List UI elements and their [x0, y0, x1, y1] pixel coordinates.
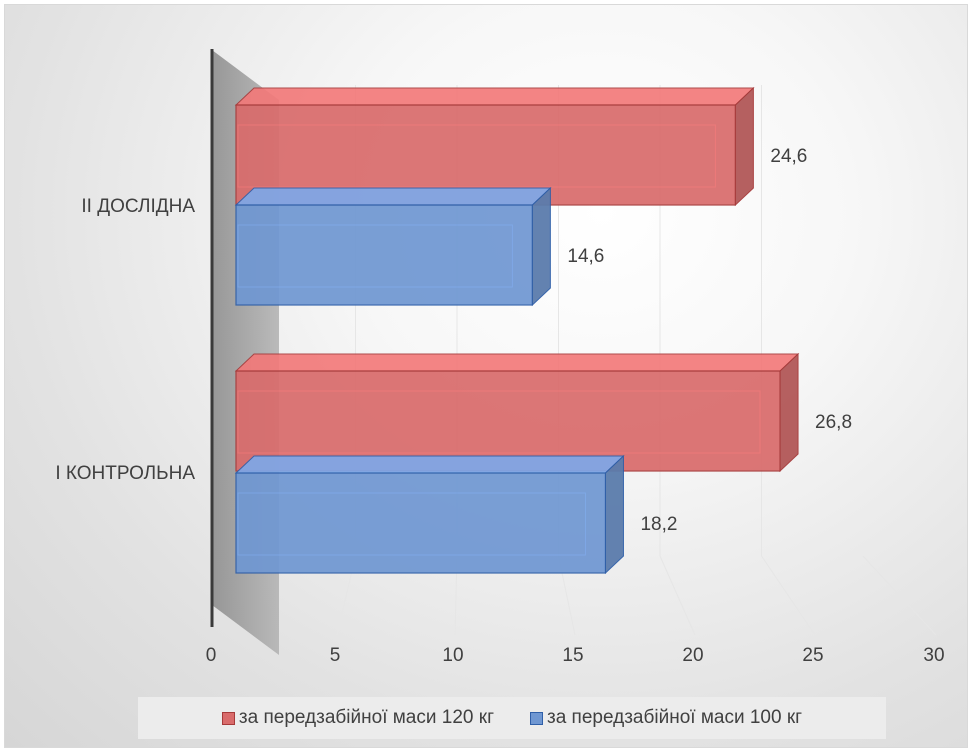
legend-label-100kg: за передзабійної маси 100 кг — [547, 707, 803, 728]
x-tick-label: 20 — [682, 645, 703, 666]
data-label: 24,6 — [770, 146, 807, 167]
bar-0-0 — [234, 86, 755, 207]
floor-gridline — [761, 555, 816, 636]
x-tick-label: 15 — [562, 645, 583, 666]
category-label: II ДОСЛІДНА — [81, 196, 195, 217]
data-label: 26,8 — [815, 412, 852, 433]
x-tick-label: 30 — [923, 645, 944, 666]
legend-label-120kg: за передзабійної маси 120 кг — [238, 707, 494, 728]
floor-gridline — [862, 555, 937, 636]
chart-plot: 24,6 14,6 II ДОСЛІДНА 26,8 18,2 І КОНТРОЛЬНА 0… — [55, 49, 945, 666]
legend-swatch-120kg — [221, 711, 235, 725]
floor-gridline — [659, 555, 696, 636]
x-tick-label: 25 — [802, 645, 823, 666]
bar-1-1 — [234, 454, 625, 575]
x-tick-label: 10 — [442, 645, 463, 666]
bar-1-0 — [234, 352, 800, 473]
data-label: 14,6 — [567, 246, 604, 267]
legend-item-120kg: за передзабійної маси 120 кг — [221, 707, 494, 729]
x-tick-label: 0 — [206, 645, 217, 666]
x-tick-label: 5 — [330, 645, 341, 666]
legend: за передзабійної маси 120 кг за передзаб… — [138, 697, 886, 739]
legend-swatch-100kg — [530, 711, 543, 725]
chart-area: 24,6 14,6 II ДОСЛІДНА 26,8 18,2 І КОНТРОЛЬНА 0… — [4, 4, 968, 748]
category-label: І КОНТРОЛЬНА — [55, 463, 195, 484]
legend-item-100kg: за передзабійної маси 100 кг — [530, 707, 802, 729]
data-label: 18,2 — [640, 514, 677, 535]
bar-0-1 — [234, 186, 552, 307]
